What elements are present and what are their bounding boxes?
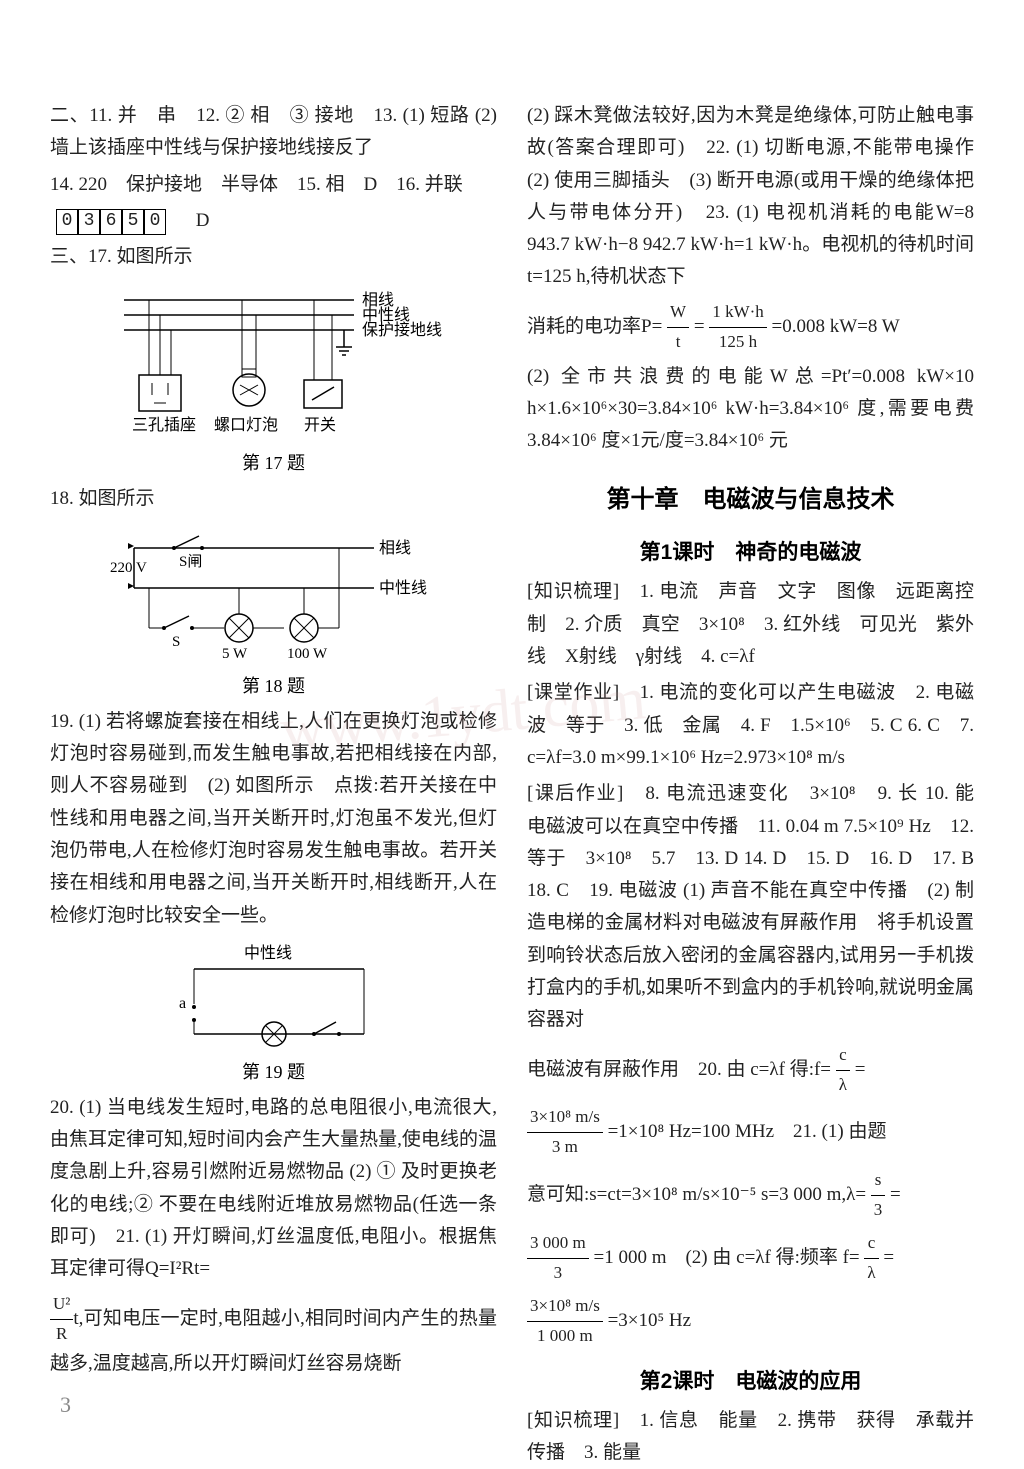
svg-text:相线: 相线 (379, 539, 411, 557)
diagram-19-svg: 中性线 a (154, 944, 394, 1054)
sec1-q21-line: 意可知:s=ct=3×10⁸ m/s×10⁻⁵ s=3 000 m,λ= s3 … (527, 1166, 974, 1225)
q20-21-text: 20. (1) 当电线发生短时,电路的总电阻很小,电流很大,由焦耳定律可知,短时… (50, 1092, 497, 1286)
page-container: 二、11. 并 串 12. ② 相 ③ 接地 13. (1) 短路 (2) 墙上… (50, 100, 974, 1408)
frac-1kwh: 1 kW·h125 h (709, 298, 766, 357)
q20-pre2: 电磁波有屏蔽作用 20. 由 c=λf 得:f= (527, 1058, 831, 1079)
frac-wt: Wt (667, 298, 689, 357)
svg-text:S: S (172, 634, 180, 650)
digit-0: 0 (56, 209, 78, 235)
section-1-title: 第1课时 神奇的电磁波 (527, 536, 974, 566)
svg-text:螺口灯泡: 螺口灯泡 (214, 416, 278, 434)
eq3: = (890, 1184, 901, 1205)
q20-frac-line: U²Rt,可知电压一定时,电阻越小,相同时间内产生的热量越多,温度越高,所以开灯… (50, 1290, 497, 1381)
q20-pre: 20. (1) 当电线发生短时,电路的总电阻很小,电流很大,由焦耳定律可知,短时… (50, 1097, 497, 1279)
sec2-zhishi: [知识梳理] 1. 信息 能量 2. 携带 获得 承载并传播 3. 能量 (527, 1405, 974, 1469)
svg-text:S闸: S闸 (179, 553, 202, 570)
diagram-18-caption: 第 18 题 (104, 672, 444, 698)
q17-intro: 三、17. 如图所示 (50, 241, 497, 273)
sec1-kehou: [课后作业] 8. 电流迅速变化 3×10⁸ 9. 长 10. 能 电磁波可以在… (527, 778, 974, 1036)
svg-text:100 W: 100 W (287, 646, 328, 662)
eq4: = (883, 1247, 894, 1268)
svg-text:中性线: 中性线 (244, 944, 292, 962)
q21-23-text: (2) 踩木凳做法较好,因为木凳是绝缘体,可防止触电事故(答案合理即可) 22.… (527, 100, 974, 294)
q23-power-line: 消耗的电功率P= Wt = 1 kW·h125 h =0.008 kW=8 W (527, 298, 974, 357)
p23-pre: 消耗的电功率P= (527, 316, 662, 337)
answer-line-11-13: 二、11. 并 串 12. ② 相 ③ 接地 13. (1) 短路 (2) 墙上… (50, 100, 497, 165)
page-number: 3 (60, 1392, 71, 1418)
frac-3000: 3 000 m3 (527, 1229, 589, 1288)
diagram-17: 相线 中性线 保护接地线 (94, 285, 454, 475)
answer-line-14-16: 14. 220 保护接地 半导体 15. 相 D 16. 并联 (50, 169, 497, 201)
q19-text: 19. (1) 若将螺旋套接在相线上,人们在更换灯泡或检修灯泡时容易碰到,而发生… (50, 706, 497, 932)
svg-text:三孔插座: 三孔插座 (132, 416, 196, 434)
sec1-q20-line: 电磁波有屏蔽作用 20. 由 c=λf 得:f= cλ = (527, 1041, 974, 1100)
q20-after2: =1×10⁸ Hz=100 MHz 21. (1) 由题 (608, 1121, 887, 1142)
svg-text:开关: 开关 (304, 416, 336, 434)
meter-digits: 0 3 6 5 0 (56, 209, 166, 235)
digit-3: 5 (122, 209, 144, 235)
frac-3e8: 3×10⁸ m/s3 m (527, 1103, 603, 1162)
svg-text:a: a (179, 995, 186, 1012)
digit-4: 0 (144, 209, 166, 235)
svg-text:中性线: 中性线 (379, 579, 427, 597)
frac-c-lambda2: cλ (864, 1229, 878, 1288)
sec1-q20-line2: 3×10⁸ m/s3 m =1×10⁸ Hz=100 MHz 21. (1) 由… (527, 1103, 974, 1162)
diagram-18-svg: 相线 中性线 220 V S闸 S (104, 528, 444, 668)
line14-text: 14. 220 保护接地 半导体 15. 相 D 16. 并联 (50, 174, 463, 195)
sec1-ketang: [课堂作业] 1. 电流的变化可以产生电磁波 2. 电磁波 等于 3. 低 金属… (527, 677, 974, 774)
chapter-title: 第十章 电磁波与信息技术 (527, 479, 974, 514)
frac-s3: s3 (871, 1166, 886, 1225)
q18-intro: 18. 如图所示 (50, 483, 497, 515)
eq2: = (855, 1058, 866, 1079)
svg-text:保护接地线: 保护接地线 (362, 321, 442, 339)
right-column: (2) 踩木凳做法较好,因为木凳是绝缘体,可防止触电事故(答案合理即可) 22.… (527, 100, 974, 1408)
q20-post: ,可知电压一定时,电阻越小,相同时间内产生的热量越多,温度越高,所以开灯瞬间灯丝… (50, 1307, 497, 1374)
eq1: = (694, 316, 705, 337)
q21-end: =3×10⁵ Hz (608, 1309, 691, 1330)
sec1-zhishi: [知识梳理] 1. 电流 声音 文字 图像 远距离控制 2. 介质 真空 3×1… (527, 576, 974, 673)
svg-text:5 W: 5 W (222, 646, 248, 662)
left-column: 二、11. 并 串 12. ② 相 ③ 接地 13. (1) 短路 (2) 墙上… (50, 100, 497, 1408)
diagram-18: 相线 中性线 220 V S闸 S (104, 528, 444, 698)
sec1-q21-line3: 3×10⁸ m/s1 000 m =3×10⁵ Hz (527, 1292, 974, 1351)
diagram-19: 中性线 a 第 19 题 (154, 944, 394, 1084)
frac-c-lambda: cλ (836, 1041, 850, 1100)
diagram-17-caption: 第 17 题 (94, 449, 454, 475)
p23-after: =0.008 kW=8 W (772, 316, 900, 337)
sec1-q21-line2: 3 000 m3 =1 000 m (2) 由 c=λf 得:频率 f= cλ … (527, 1229, 974, 1288)
q21-pre: 意可知:s=ct=3×10⁸ m/s×10⁻⁵ s=3 000 m,λ= (527, 1184, 866, 1205)
q23-2-text: (2) 全市共浪费的电能W总=Pt′=0.008 kW×10 h×1.6×10⁶… (527, 361, 974, 458)
frac-last: 3×10⁸ m/s1 000 m (527, 1292, 603, 1351)
q21-mid: =1 000 m (2) 由 c=λf 得:频率 f= (593, 1247, 859, 1268)
digit-2: 6 (100, 209, 122, 235)
frac-u2r: U²R (50, 1290, 73, 1349)
diagram-19-caption: 第 19 题 (154, 1058, 394, 1084)
svg-text:220 V: 220 V (110, 560, 147, 576)
diagram-17-svg: 相线 中性线 保护接地线 (94, 285, 454, 445)
after-digits-text: D (177, 210, 210, 231)
digit-row: 0 3 6 5 0 D (50, 205, 497, 237)
section-2-title: 第2课时 电磁波的应用 (527, 1365, 974, 1395)
digit-1: 3 (78, 209, 100, 235)
